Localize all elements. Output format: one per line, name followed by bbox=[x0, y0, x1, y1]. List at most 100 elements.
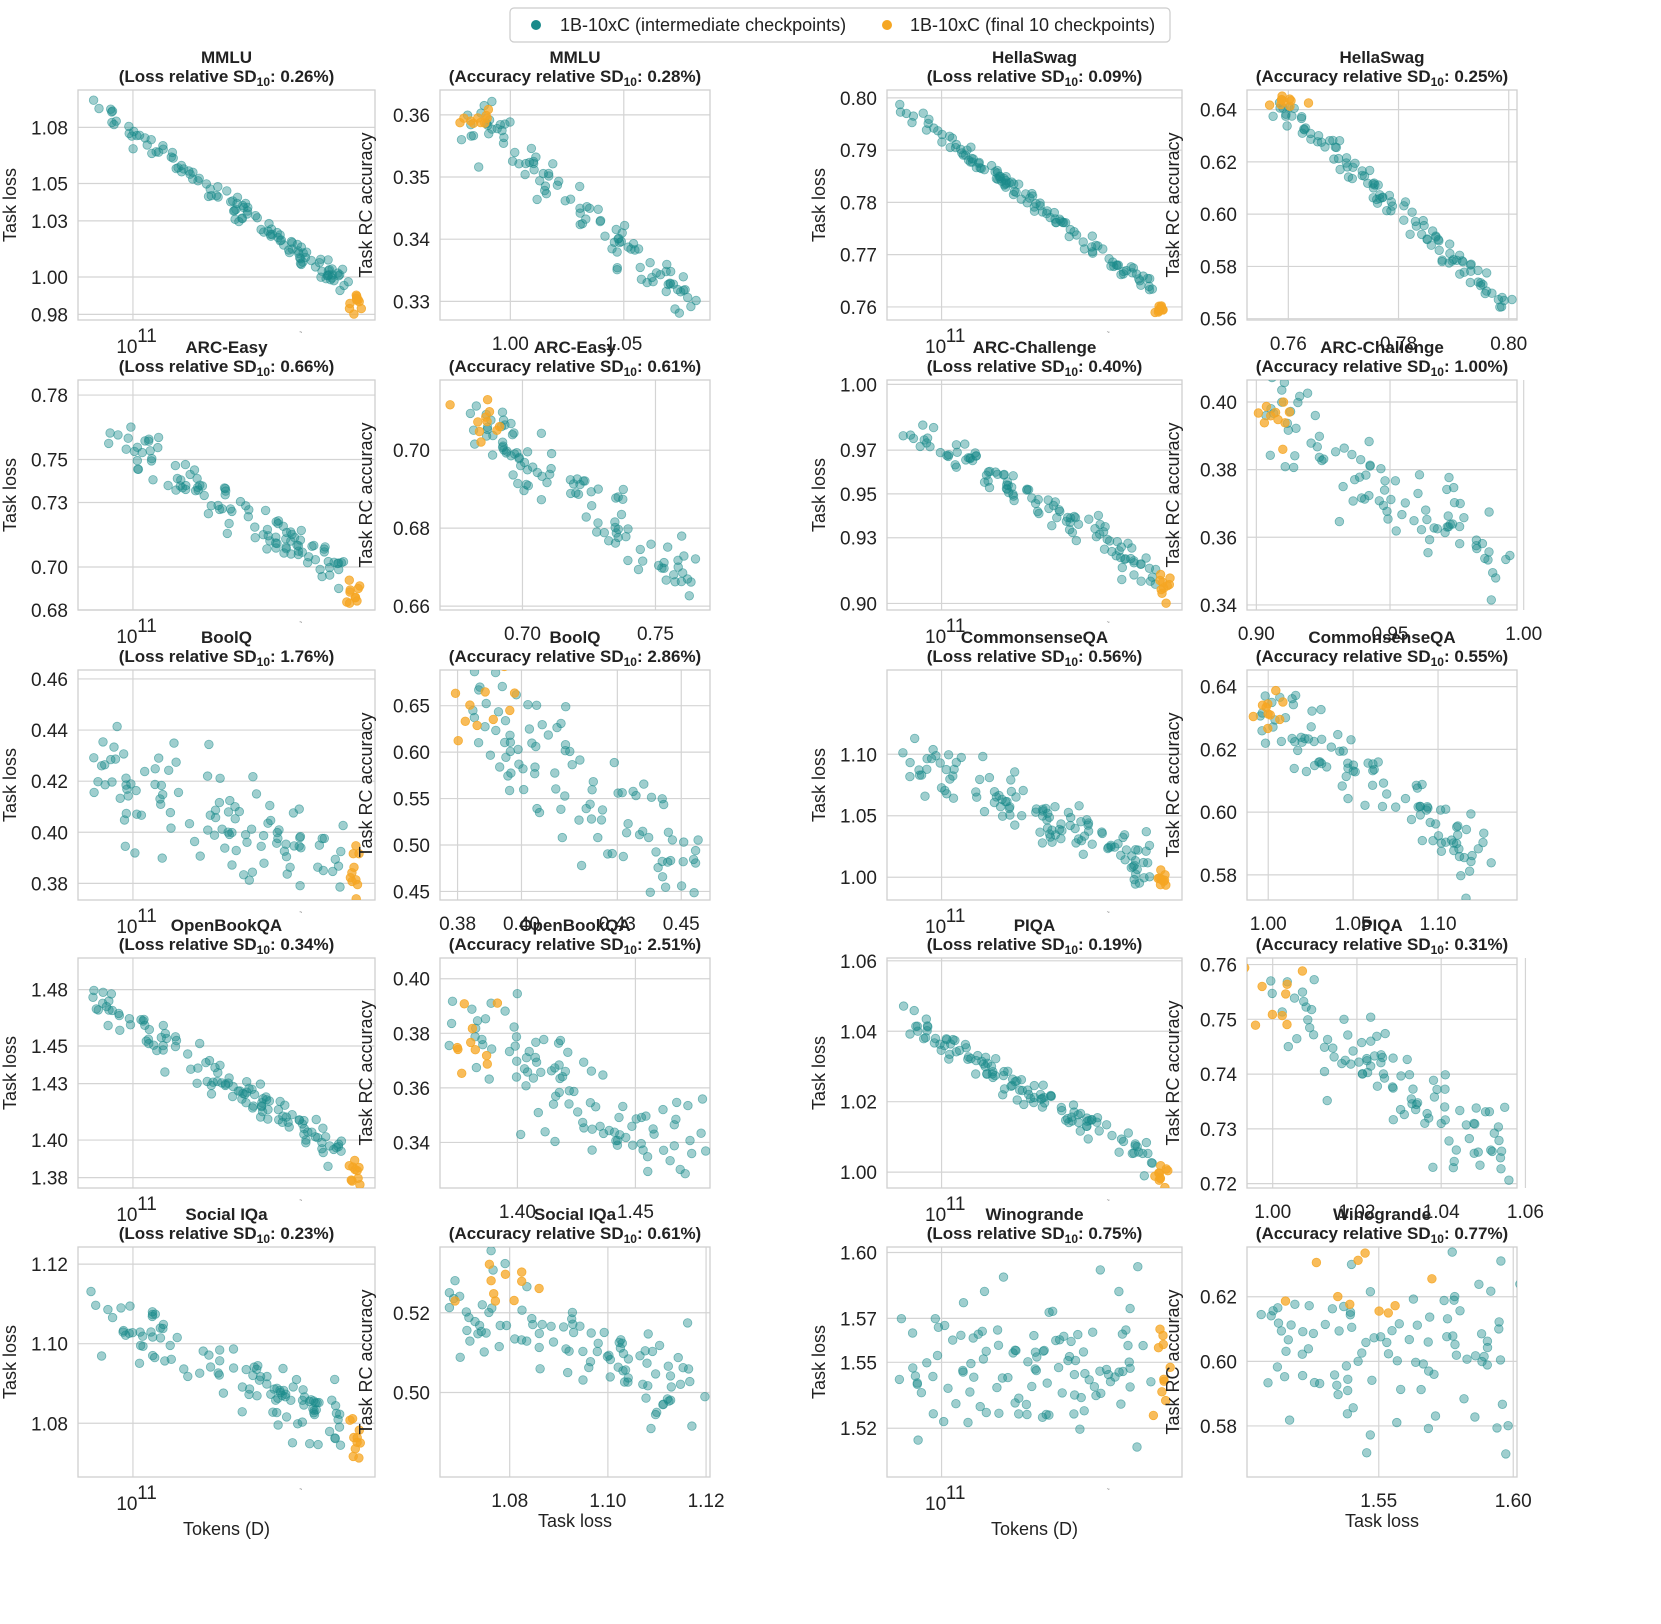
intermediate-point bbox=[103, 1304, 113, 1315]
intermediate-point bbox=[1475, 1160, 1485, 1170]
x-tick-exponent: 11 bbox=[137, 1483, 157, 1504]
intermediate-point bbox=[567, 760, 577, 770]
intermediate-point bbox=[1133, 1261, 1143, 1272]
intermediate-point bbox=[1423, 803, 1433, 813]
intermediate-point bbox=[1147, 284, 1158, 294]
intermediate-point bbox=[646, 1423, 656, 1434]
intermediate-point bbox=[565, 746, 575, 757]
intermediate-point bbox=[121, 808, 132, 819]
intermediate-point bbox=[689, 888, 699, 898]
intermediate-point bbox=[1366, 1036, 1376, 1046]
intermediate-point bbox=[1078, 237, 1088, 247]
intermediate-point bbox=[1478, 279, 1488, 290]
intermediate-point bbox=[1371, 194, 1382, 205]
y-tick-label: 1.00 bbox=[840, 375, 877, 396]
final-point bbox=[1265, 411, 1276, 421]
final-point bbox=[481, 110, 491, 121]
intermediate-point bbox=[1454, 844, 1464, 854]
x-tick-exponent: 11 bbox=[946, 326, 966, 347]
final-point bbox=[1248, 711, 1259, 722]
intermediate-point bbox=[557, 1071, 568, 1082]
intermediate-point bbox=[576, 860, 587, 871]
y-axis-label: Task RC accuracy bbox=[1163, 1289, 1183, 1434]
intermediate-point bbox=[1051, 217, 1062, 228]
intermediate-point bbox=[508, 470, 518, 480]
intermediate-point bbox=[638, 556, 648, 566]
plot-frame bbox=[77, 379, 376, 611]
intermediate-point bbox=[593, 204, 603, 215]
intermediate-point bbox=[1070, 823, 1080, 834]
panel-mmlu-loss: MMLU(Loss relative SD10: 0.26%)1.081.051… bbox=[0, 48, 376, 358]
intermediate-point bbox=[299, 1392, 310, 1402]
intermediate-point bbox=[298, 1385, 308, 1395]
intermediate-point bbox=[937, 129, 947, 140]
sd-value: : 0.23%) bbox=[270, 1224, 334, 1243]
final-point bbox=[1264, 100, 1275, 110]
intermediate-point bbox=[554, 1060, 564, 1070]
intermediate-point bbox=[1487, 568, 1498, 578]
intermediate-point bbox=[658, 1104, 668, 1115]
intermediate-point bbox=[307, 901, 316, 910]
x-minor-tick-label: ~ bbox=[299, 1487, 302, 1493]
intermediate-point bbox=[546, 1321, 556, 1332]
y-tick-label: 0.73 bbox=[31, 494, 68, 515]
intermediate-point bbox=[258, 830, 269, 841]
intermediate-point bbox=[213, 192, 223, 202]
final-point bbox=[1257, 981, 1267, 992]
intermediate-point bbox=[574, 815, 584, 825]
y-tick-label: 1.10 bbox=[840, 745, 877, 766]
intermediate-point bbox=[618, 851, 629, 862]
intermediate-point bbox=[1490, 573, 1501, 583]
intermediate-point bbox=[1454, 521, 1465, 532]
panel-title-task: PIQA bbox=[1361, 916, 1403, 935]
intermediate-point bbox=[220, 843, 230, 853]
sd-prefix: (Loss relative SD bbox=[927, 357, 1065, 376]
y-tick-label: 0.73 bbox=[1200, 1120, 1237, 1141]
y-axis-label: Task loss bbox=[809, 168, 829, 242]
intermediate-point bbox=[994, 1408, 1004, 1419]
intermediate-point bbox=[1319, 1066, 1330, 1077]
intermediate-point bbox=[519, 784, 529, 795]
intermediate-point bbox=[194, 1038, 205, 1049]
intermediate-point bbox=[1388, 1053, 1398, 1063]
intermediate-point bbox=[247, 867, 258, 877]
x-tick-label: 10 bbox=[116, 1205, 137, 1226]
intermediate-point bbox=[1444, 1136, 1454, 1146]
intermediate-point bbox=[560, 791, 570, 801]
intermediate-point bbox=[1144, 872, 1155, 882]
intermediate-point bbox=[227, 860, 237, 870]
intermediate-point bbox=[910, 733, 920, 744]
x-tick-label: 10 bbox=[116, 627, 137, 648]
final-point bbox=[517, 1267, 527, 1277]
intermediate-point bbox=[1430, 1411, 1441, 1421]
points-group bbox=[450, 670, 703, 898]
intermediate-point bbox=[578, 1117, 588, 1128]
plot-frame bbox=[77, 669, 376, 901]
intermediate-point bbox=[1376, 464, 1386, 474]
intermediate-point bbox=[521, 1052, 532, 1063]
intermediate-point bbox=[1422, 1108, 1432, 1119]
intermediate-point bbox=[943, 1383, 953, 1394]
intermediate-point bbox=[334, 583, 344, 594]
intermediate-point bbox=[110, 754, 121, 764]
intermediate-point bbox=[250, 522, 260, 532]
panel-commonsenseqa-loss: CommonsenseQA(Loss relative SD10: 0.56%)… bbox=[809, 628, 1183, 938]
intermediate-point bbox=[1470, 1351, 1481, 1361]
intermediate-point bbox=[898, 748, 908, 758]
intermediate-point bbox=[1290, 451, 1300, 461]
y-tick-label: 0.35 bbox=[393, 168, 430, 189]
points-group bbox=[894, 1261, 1175, 1452]
intermediate-point bbox=[1080, 1368, 1090, 1379]
intermediate-point bbox=[952, 447, 962, 458]
intermediate-point bbox=[256, 224, 266, 235]
intermediate-point bbox=[1038, 1080, 1048, 1090]
intermediate-point bbox=[1308, 1328, 1319, 1339]
intermediate-point bbox=[1091, 532, 1102, 542]
final-point bbox=[353, 583, 363, 594]
intermediate-point bbox=[180, 459, 191, 470]
intermediate-point bbox=[284, 247, 295, 258]
intermediate-point bbox=[262, 1371, 272, 1382]
y-tick-label: 0.98 bbox=[31, 305, 68, 326]
intermediate-point bbox=[973, 1050, 983, 1061]
